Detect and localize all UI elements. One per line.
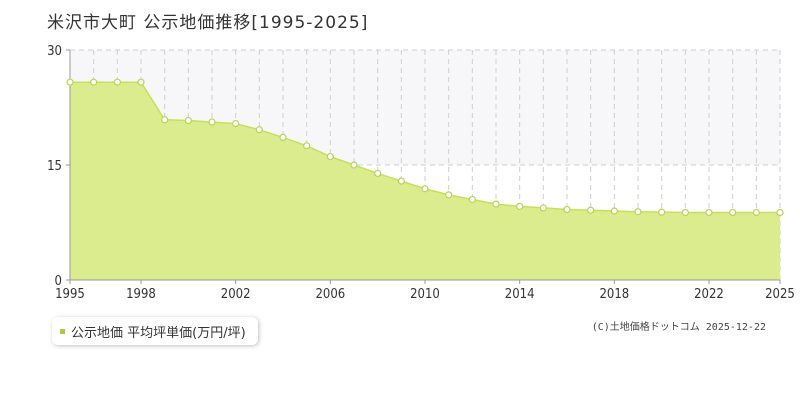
chart-title: 米沢市大町 公示地価推移[1995-2025] (47, 13, 369, 33)
data-point (279, 133, 287, 141)
data-point (374, 169, 382, 178)
data-point (729, 208, 737, 217)
series-area (70, 82, 780, 280)
data-point (776, 208, 784, 217)
y-tick-label: 0 (55, 274, 62, 289)
data-point (587, 206, 595, 214)
data-point (681, 208, 689, 217)
data-point (492, 200, 500, 208)
data-point (137, 78, 145, 86)
data-point (303, 142, 311, 150)
data-point (208, 118, 216, 126)
marker-layer (66, 78, 784, 217)
data-point (113, 78, 121, 86)
x-tick-label: 2006 (315, 287, 345, 302)
copyright-text: (C)土地価格ドットコム 2025-12-22 (591, 322, 766, 333)
data-point (255, 126, 263, 134)
data-point (539, 204, 547, 212)
data-point (445, 191, 453, 199)
data-point (326, 152, 334, 161)
y-tick-label: 15 (47, 159, 62, 174)
legend-label: 公示地価 平均坪単価(万円/坪) (71, 325, 246, 341)
data-point (350, 161, 358, 169)
x-tick-label: 1998 (126, 287, 156, 302)
legend-swatch (60, 328, 65, 334)
x-tick-label: 1995 (55, 287, 85, 302)
data-point (563, 205, 571, 214)
data-point (634, 208, 642, 216)
x-tick-label: 2025 (765, 287, 795, 302)
x-tick-label: 2018 (599, 287, 629, 302)
data-point (66, 78, 74, 86)
data-point (232, 119, 240, 128)
y-tick-label: 30 (47, 44, 62, 59)
data-point (705, 208, 713, 217)
data-point (610, 207, 618, 215)
data-point (161, 116, 169, 124)
chart-legend: 公示地価 平均坪単価(万円/坪) (52, 317, 258, 345)
x-tick-label: 2014 (505, 287, 535, 302)
data-point (184, 116, 192, 125)
data-point (752, 208, 760, 217)
data-point (421, 185, 429, 193)
data-point (90, 78, 98, 86)
data-point (516, 202, 524, 210)
x-tick-label: 2002 (221, 287, 251, 302)
data-point (397, 177, 405, 185)
x-tick-label: 2022 (694, 287, 724, 302)
tick-layer: 0 15 30 1995 1998 2002 2006 2010 2014 2018 2022 202… (47, 44, 795, 302)
data-point (658, 208, 666, 216)
data-point (468, 195, 476, 204)
x-tick-label: 2010 (410, 287, 440, 302)
